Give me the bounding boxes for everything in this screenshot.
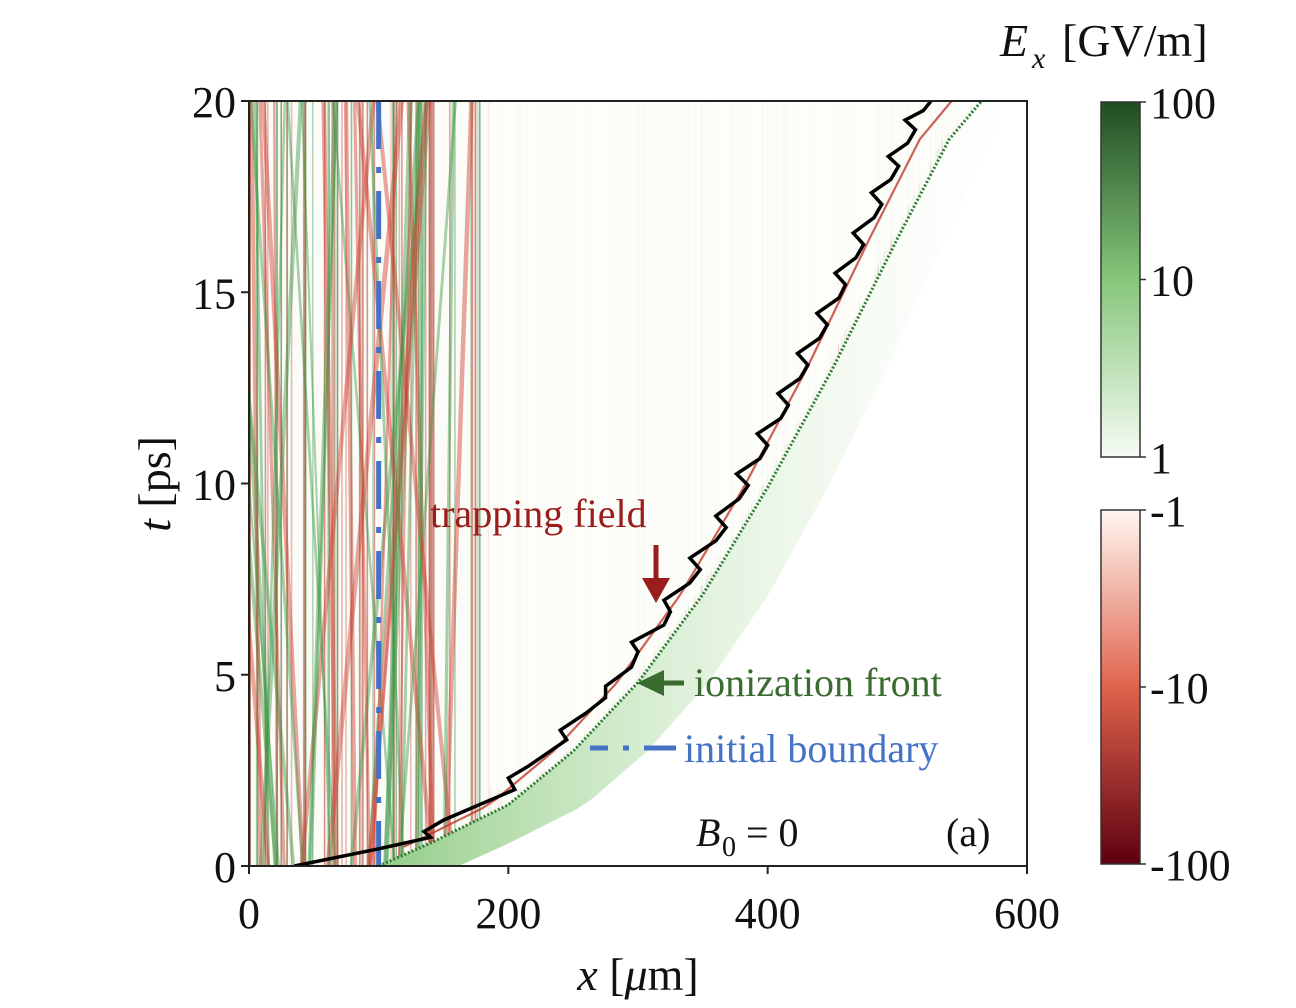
y-tick-label: 0	[214, 843, 236, 892]
plot-area	[248, 100, 1028, 867]
x-tick-label: 0	[238, 889, 260, 938]
wave-streak	[383, 101, 413, 866]
y-tick-label: 10	[192, 461, 236, 510]
trapping-field-label: trapping field	[430, 491, 647, 536]
wave-streak	[249, 365, 278, 866]
parameter-label: B 0 = 0	[696, 810, 799, 863]
wave-streak	[249, 379, 296, 866]
wave-streak	[249, 101, 263, 866]
wave-streak	[414, 101, 428, 866]
x-axis-label: x [μm]	[576, 949, 698, 1000]
panel-label: (a)	[946, 810, 990, 855]
wave-streak	[258, 101, 286, 866]
wave-streak	[321, 101, 339, 866]
wave-streak	[406, 101, 436, 866]
wave-streak	[249, 601, 271, 866]
b-equals-zero: = 0	[746, 810, 799, 855]
colorbar-tick-label: 10	[1150, 257, 1194, 306]
wave-streak	[299, 101, 376, 866]
x-tick-label: 200	[475, 889, 541, 938]
colorbar-positive	[1100, 101, 1141, 458]
colorbar-tick-label: -1	[1150, 487, 1187, 536]
x-tick-label: 400	[735, 889, 801, 938]
colorbar-label-symbol: E	[999, 15, 1028, 66]
colorbar-label-subscript: x	[1031, 42, 1046, 75]
chart-marks	[294, 101, 983, 866]
initial-boundary-annotation: initial boundary	[590, 726, 938, 771]
b-symbol: B	[696, 810, 720, 855]
wave-streak	[442, 101, 456, 866]
colorbar-tick-label: -10	[1150, 664, 1209, 713]
x-tick-label: 600	[994, 889, 1060, 938]
wave-streak	[355, 101, 435, 866]
vacuum-region	[378, 101, 1027, 866]
down-arrow-icon	[642, 545, 670, 603]
wave-streak	[400, 101, 421, 866]
wave-streak	[249, 522, 278, 866]
wave-streak	[442, 101, 474, 866]
ionization-front-label: ionization front	[694, 660, 942, 705]
plasma-glow	[378, 101, 1022, 866]
b-subscript: 0	[722, 832, 736, 863]
wave-streak	[308, 101, 339, 866]
wave-streak	[349, 101, 429, 866]
wave-streak	[397, 101, 413, 866]
wave-streak	[300, 101, 332, 866]
trapping-field-line	[403, 101, 953, 848]
wave-streak	[331, 101, 396, 866]
wave-streak	[273, 101, 279, 866]
wave-streak	[307, 101, 339, 866]
wave-streak	[249, 101, 305, 866]
axes: 0 200 400 600 0 5 10 15 20	[192, 78, 1060, 938]
colorbar: E x [GV/m] 1 10 100 -1 -10 -100	[999, 15, 1231, 890]
colorbar-tick-label: 1	[1150, 434, 1172, 483]
electron-trajectory	[294, 101, 933, 866]
wave-streak	[368, 101, 405, 866]
wave-streak	[375, 101, 456, 866]
wave-streak	[325, 101, 405, 866]
wave-streak	[262, 101, 286, 866]
colorbar-negative	[1100, 509, 1141, 865]
wave-streak	[343, 101, 358, 866]
colorbar-label-unit: [GV/m]	[1062, 15, 1208, 66]
y-tick-label: 15	[192, 269, 236, 318]
wave-streak	[397, 101, 457, 866]
wave-streak	[286, 101, 337, 866]
y-axis-label: t [ps]	[129, 436, 180, 532]
colorbar-tick-label: -100	[1150, 841, 1231, 890]
left-arrow-icon	[637, 670, 684, 696]
ionization-front-annotation: ionization front	[637, 660, 942, 705]
y-tick-label: 5	[214, 652, 236, 701]
field-texture	[249, 101, 1027, 866]
trapping-field-annotation: trapping field	[430, 491, 670, 603]
wave-streak	[261, 101, 306, 866]
wave-streak	[253, 101, 271, 866]
initial-boundary-label: initial boundary	[684, 726, 938, 771]
wave-streak	[353, 101, 372, 866]
y-tick-label: 20	[192, 78, 236, 127]
wave-streak	[382, 101, 423, 866]
wave-streak	[259, 101, 303, 866]
colorbar-tick-label: 100	[1150, 79, 1216, 128]
